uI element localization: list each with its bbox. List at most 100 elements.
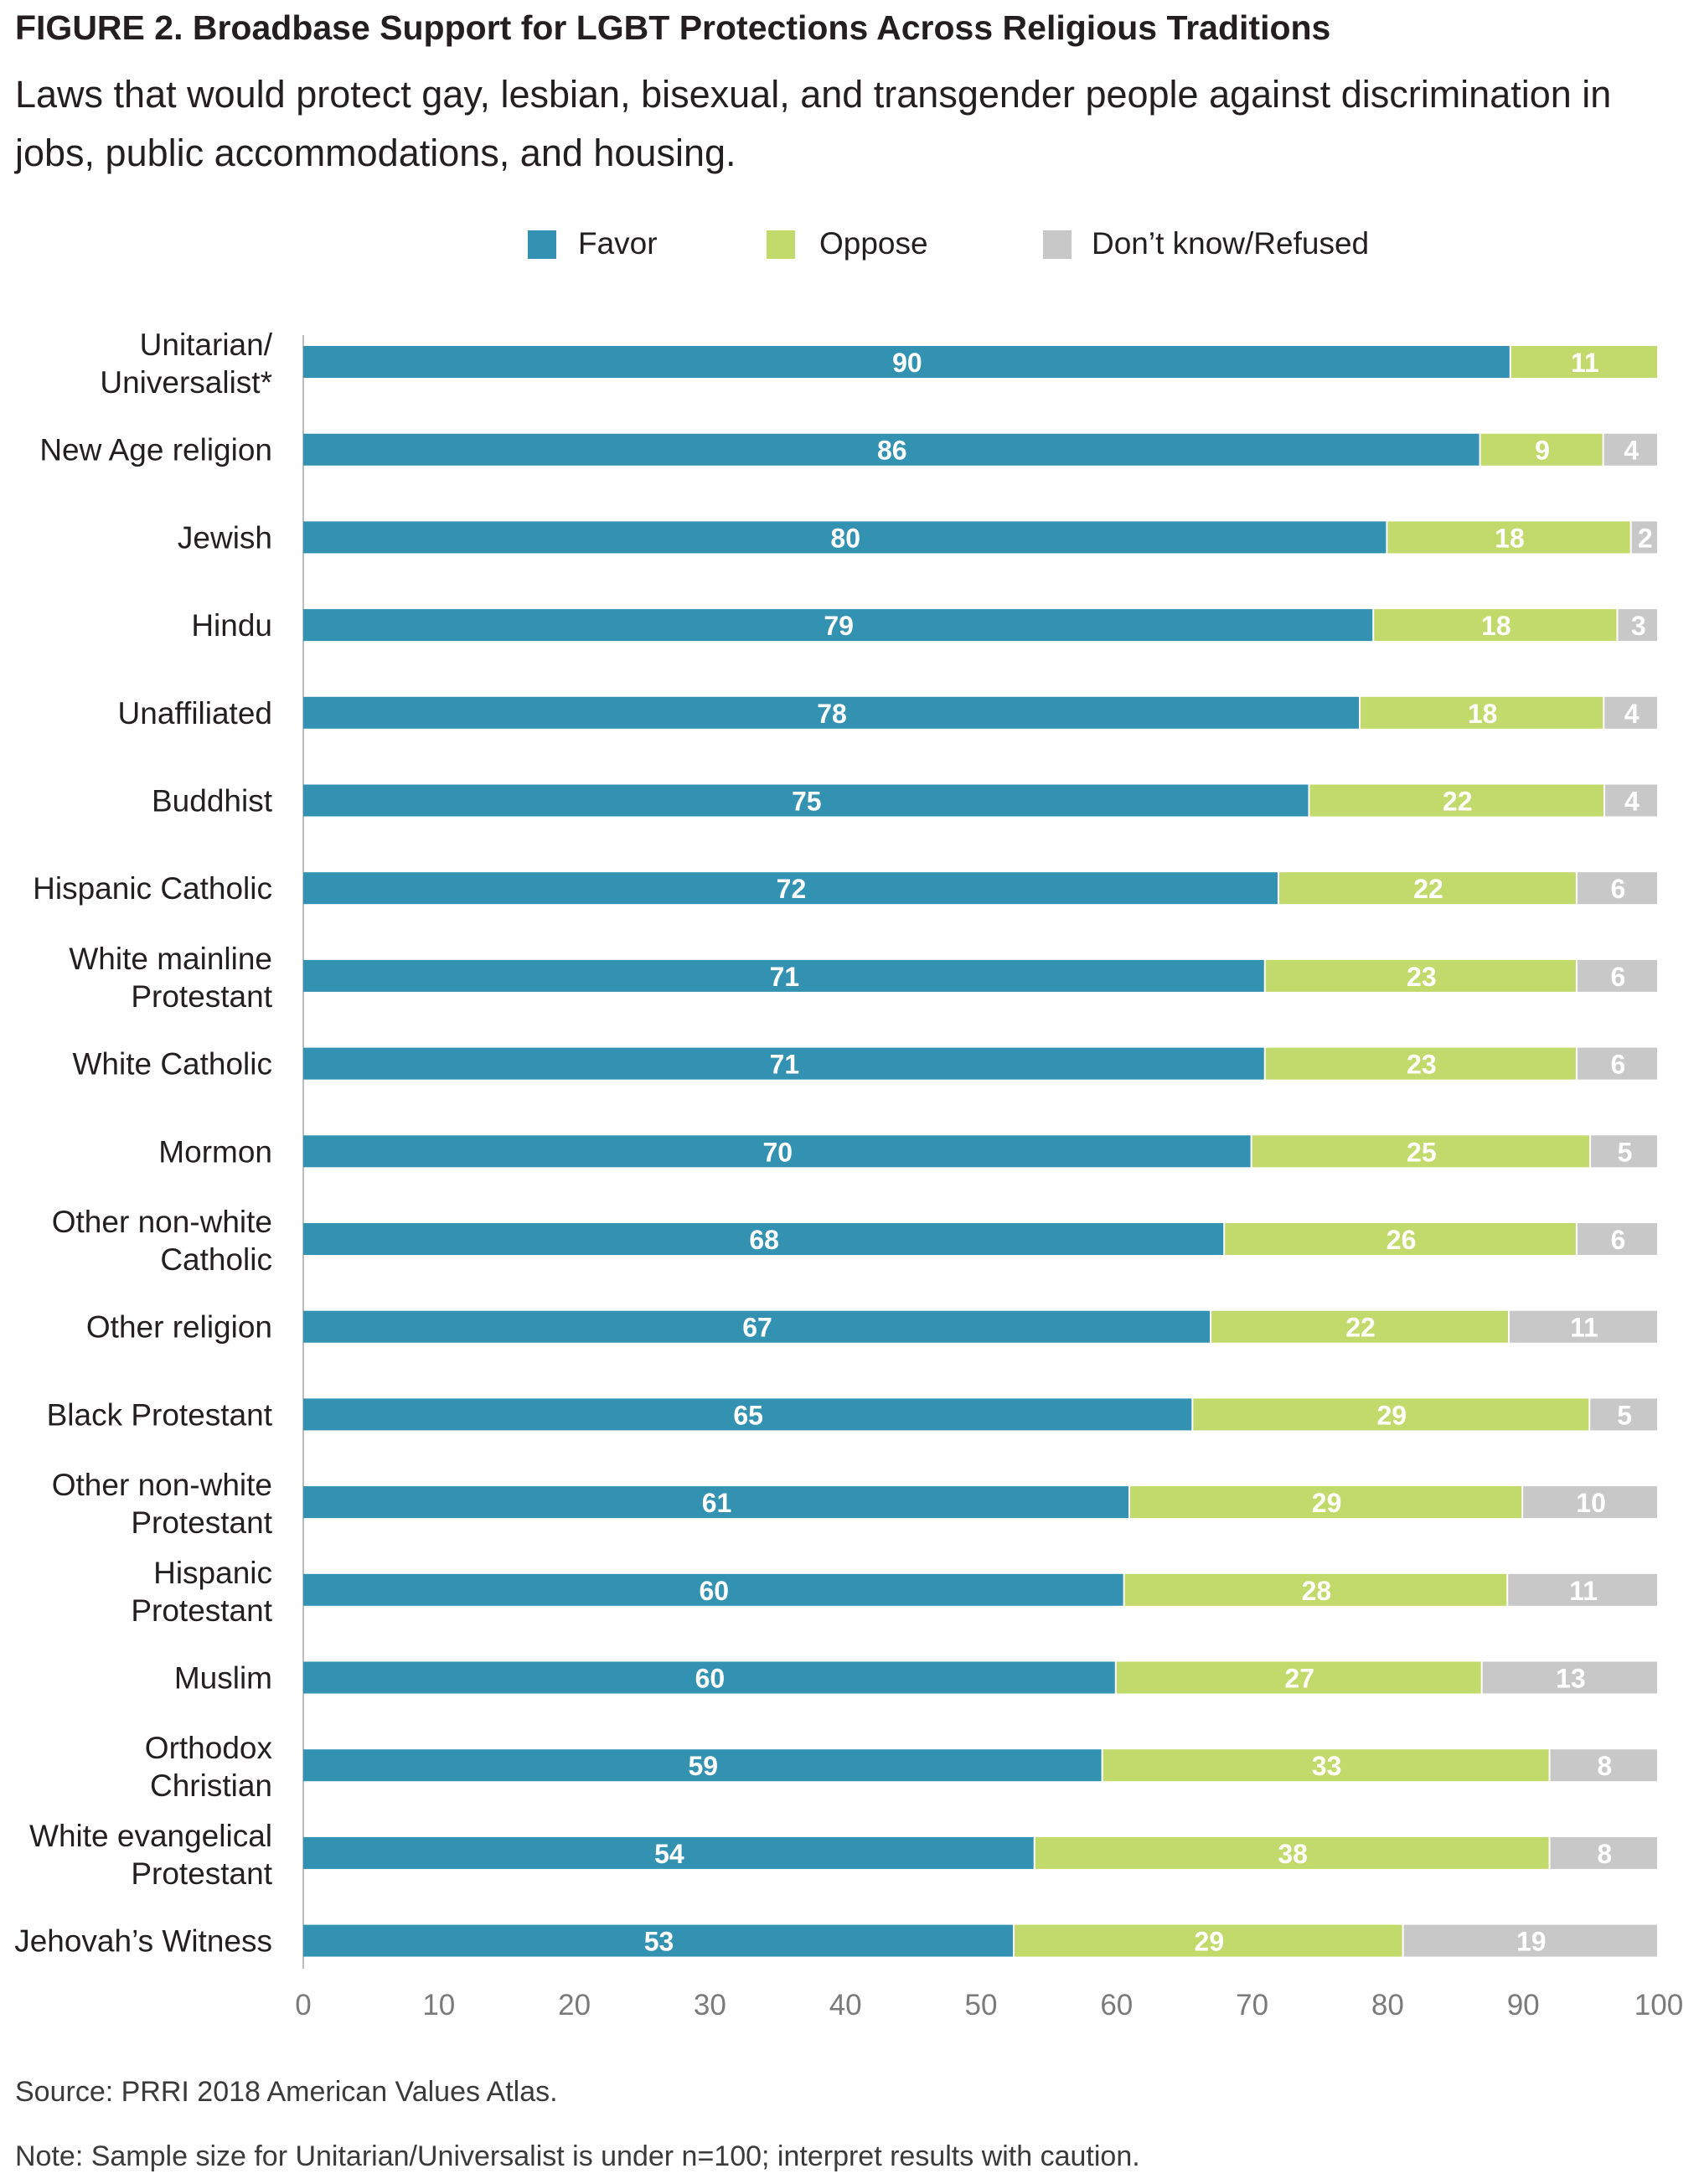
- bar-segment-don-t-know-refused: [1577, 959, 1657, 992]
- data-label: 6: [1611, 1050, 1626, 1080]
- bar-segment-oppose: [1361, 696, 1603, 729]
- data-label: 6: [1611, 962, 1626, 992]
- bar-segment-favor: [303, 1223, 1224, 1255]
- bar-segment-don-t-know-refused: [1604, 696, 1657, 729]
- data-label: 60: [700, 1576, 730, 1606]
- bar-segment-don-t-know-refused: [1510, 1310, 1657, 1343]
- x-tick-label: 30: [694, 1989, 726, 2021]
- bar-segment-don-t-know-refused: [1603, 433, 1657, 466]
- bar-segment-favor: [303, 1924, 1014, 1957]
- category-label: New Age religion: [39, 433, 272, 467]
- data-label: 5: [1618, 1137, 1633, 1167]
- bar-segment-don-t-know-refused: [1618, 609, 1657, 642]
- bar-segment-don-t-know-refused: [1508, 1573, 1657, 1606]
- bar-segment-favor: [303, 346, 1510, 378]
- category-label: Jewish: [178, 520, 272, 555]
- category-label: White mainline Protestant: [69, 942, 272, 1014]
- bar-segment-favor: [303, 959, 1264, 992]
- bar-segment-oppose: [1193, 1398, 1589, 1431]
- legend-label-3: Don’t know/Refused: [1092, 226, 1369, 261]
- data-label: 11: [1571, 348, 1599, 378]
- data-label: 11: [1569, 1576, 1598, 1606]
- bar-segment-favor: [303, 1047, 1264, 1080]
- data-label: 18: [1495, 523, 1525, 553]
- data-label: 68: [749, 1225, 779, 1255]
- legend-swatch-2: [767, 230, 795, 259]
- data-label: 33: [1312, 1751, 1342, 1781]
- x-tick-label: 20: [558, 1989, 591, 2021]
- data-label: 11: [1570, 1313, 1598, 1343]
- bar-segment-favor: [303, 1573, 1123, 1606]
- bar-segment-oppose: [1278, 872, 1576, 905]
- data-label: 22: [1345, 1313, 1376, 1343]
- bar-segment-favor: [303, 696, 1360, 729]
- category-label: Hindu: [191, 608, 272, 643]
- category-label: Other religion: [86, 1310, 272, 1345]
- x-tick-label: 80: [1371, 1989, 1404, 2021]
- legend-label-1: Favor: [578, 226, 658, 261]
- chart-subtitle: Laws that would protect gay, lesbian, bi…: [15, 73, 1612, 174]
- x-tick-label: 40: [829, 1989, 862, 2021]
- bar-segment-don-t-know-refused: [1482, 1661, 1657, 1694]
- data-label: 65: [733, 1400, 763, 1430]
- data-label: 79: [824, 611, 854, 641]
- bar-segment-oppose: [1103, 1749, 1549, 1782]
- data-label: 27: [1284, 1664, 1314, 1694]
- bar-segment-oppose: [1511, 346, 1657, 378]
- x-tick-label: 60: [1100, 1989, 1133, 2021]
- data-label: 4: [1624, 699, 1640, 729]
- bar-segment-favor: [303, 1836, 1034, 1869]
- x-tick-label: 10: [422, 1989, 455, 2021]
- bar-segment-favor: [303, 1661, 1115, 1694]
- category-label: Hispanic Catholic: [33, 871, 272, 906]
- bar-segment-oppose: [1211, 1310, 1509, 1343]
- bar-segment-don-t-know-refused: [1577, 1223, 1657, 1255]
- data-label: 29: [1195, 1927, 1225, 1957]
- data-label: 54: [654, 1839, 684, 1869]
- data-label: 23: [1407, 1050, 1437, 1080]
- chart-title: FIGURE 2. Broadbase Support for LGBT Pro…: [15, 8, 1331, 47]
- data-label: 70: [763, 1137, 793, 1167]
- data-label: 22: [1413, 874, 1443, 904]
- data-label: 38: [1278, 1839, 1308, 1869]
- data-label: 71: [770, 962, 800, 992]
- data-label: 8: [1597, 1751, 1612, 1781]
- x-tick-label: 70: [1236, 1989, 1268, 2021]
- data-label: 6: [1611, 874, 1626, 904]
- bar-segment-oppose: [1116, 1661, 1481, 1694]
- data-label: 9: [1535, 436, 1550, 466]
- data-label: 61: [702, 1488, 732, 1518]
- bar-segment-don-t-know-refused: [1604, 784, 1657, 817]
- data-label: 28: [1302, 1576, 1332, 1606]
- legend-label-2: Oppose: [819, 226, 928, 261]
- data-label: 18: [1481, 611, 1511, 641]
- bar-segment-favor: [303, 1486, 1128, 1519]
- bar-segment-favor: [303, 1398, 1192, 1431]
- bar-segment-favor: [303, 872, 1278, 905]
- bar-segment-oppose: [1387, 521, 1630, 554]
- data-label: 29: [1377, 1400, 1407, 1430]
- data-label: 10: [1576, 1488, 1606, 1518]
- category-label: Mormon: [158, 1134, 272, 1169]
- data-label: 67: [742, 1313, 772, 1343]
- bar-segment-favor: [303, 1749, 1102, 1782]
- category-label: Unitarian/Universalist*: [100, 328, 272, 400]
- category-label: Muslim: [174, 1661, 272, 1696]
- bar-segment-oppose: [1252, 1135, 1590, 1168]
- bar-segment-oppose: [1035, 1836, 1549, 1869]
- category-label: Hispanic Protestant: [131, 1556, 272, 1628]
- data-label: 59: [689, 1751, 719, 1781]
- bar-segment-don-t-know-refused: [1590, 1398, 1657, 1431]
- data-label: 71: [770, 1050, 800, 1080]
- data-label: 3: [1631, 611, 1646, 641]
- bar-segment-don-t-know-refused: [1591, 1135, 1657, 1168]
- bar-segment-don-t-know-refused: [1403, 1924, 1657, 1957]
- category-label: Other non-white Protestant: [52, 1468, 273, 1540]
- bar-segment-don-t-know-refused: [1631, 521, 1657, 554]
- bar-segment-oppose: [1225, 1223, 1576, 1255]
- sample-size-note: Note: Sample size for Unitarian/Universa…: [15, 2140, 1140, 2172]
- data-label: 26: [1387, 1225, 1417, 1255]
- data-label: 2: [1638, 523, 1653, 553]
- data-label: 6: [1611, 1225, 1626, 1255]
- data-label: 18: [1468, 699, 1498, 729]
